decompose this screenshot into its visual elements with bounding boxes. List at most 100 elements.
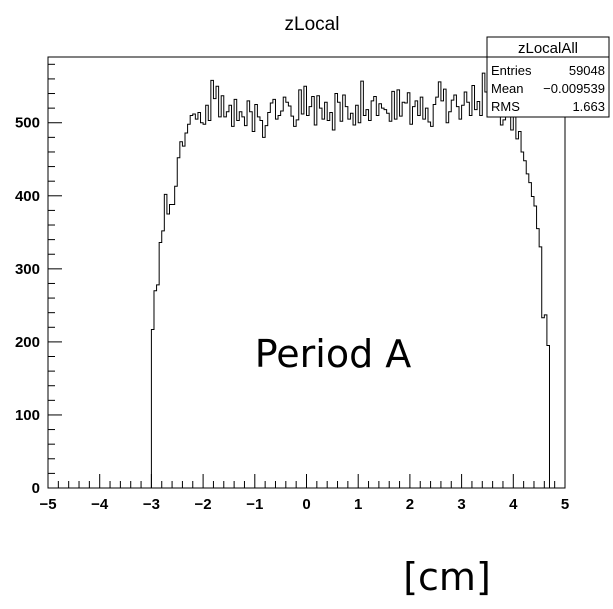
x-tick-label: −1: [246, 496, 263, 513]
histogram-bin: [247, 101, 250, 488]
histogram-bin: [498, 111, 501, 488]
histogram-bin: [495, 88, 498, 488]
histogram-bin: [467, 102, 470, 488]
histogram-bin: [412, 107, 415, 488]
y-axis: 0 100 200 300 400 500: [15, 63, 62, 497]
histogram-bin: [286, 102, 289, 488]
histogram-bin: [291, 116, 294, 488]
histogram-bin: [294, 126, 297, 488]
histogram-bin: [477, 102, 480, 488]
histogram-bin: [454, 95, 457, 488]
histogram-bin: [485, 92, 488, 488]
histogram-bin: [319, 108, 322, 488]
histogram-bin: [330, 113, 333, 488]
histogram-bin: [278, 115, 281, 488]
histogram-bin: [327, 121, 330, 488]
histogram-bin: [348, 119, 351, 488]
histogram-bin: [513, 113, 516, 488]
histogram-bin: [508, 115, 511, 488]
histogram-bin: [438, 82, 441, 488]
histogram-bin: [177, 158, 180, 488]
histogram-bin: [392, 91, 395, 488]
stats-mean-label: Mean: [491, 81, 524, 96]
histogram-bin: [190, 115, 193, 488]
histogram-bin: [423, 119, 426, 488]
histogram-bin: [524, 161, 527, 488]
histogram-bin: [314, 125, 317, 488]
histogram-bin: [288, 106, 291, 488]
histogram-bin: [188, 124, 191, 488]
x-tick-label: 5: [561, 496, 569, 513]
histogram-bin: [420, 97, 423, 488]
histogram-bin: [358, 123, 361, 488]
histogram-bin: [307, 115, 310, 488]
histogram-series-line: [150, 72, 550, 488]
x-tick-label: −5: [39, 496, 56, 513]
x-tick-label: −4: [91, 496, 109, 513]
histogram-bin: [157, 285, 160, 488]
stats-entries-label: Entries: [491, 63, 532, 78]
histogram-bin: [418, 115, 421, 488]
x-tick-label: −2: [195, 496, 212, 513]
histogram-bin: [446, 123, 449, 488]
histogram-bin: [469, 115, 472, 488]
histogram-bin: [234, 99, 237, 488]
histogram-bin: [301, 114, 304, 488]
histogram-bin: [397, 90, 400, 488]
histogram-bin: [444, 89, 447, 488]
histogram-bin: [410, 124, 413, 488]
histogram-bin: [366, 110, 369, 488]
x-tick-label: 0: [302, 496, 310, 513]
histogram-bin: [376, 115, 379, 488]
stats-mean-value: −0.009539: [543, 81, 605, 96]
histogram-bin: [361, 81, 364, 488]
histogram-bin: [224, 117, 227, 488]
y-tick-label: 500: [15, 115, 40, 132]
stats-box-title: zLocalAll: [518, 40, 578, 57]
histogram-bin: [164, 194, 167, 488]
stats-rms-label: RMS: [491, 99, 520, 114]
x-tick-label: −3: [143, 496, 160, 513]
histogram-bin: [529, 183, 532, 488]
histogram-bin: [503, 120, 506, 488]
histogram-bin: [343, 95, 346, 488]
histogram-bin: [350, 113, 353, 488]
chart-title: zLocal: [285, 14, 340, 35]
histogram-bin: [309, 107, 312, 488]
histogram-bin: [229, 105, 232, 488]
histogram-bins: [151, 73, 549, 488]
y-tick-label: 400: [15, 188, 40, 205]
histogram-bin: [431, 126, 434, 488]
histogram-bin: [428, 122, 431, 488]
histogram-bin: [475, 110, 478, 488]
histogram-bin: [213, 99, 216, 488]
histogram-bin: [167, 214, 170, 488]
histogram-bin: [425, 108, 428, 488]
histogram-bin: [537, 229, 540, 488]
histogram-bin: [182, 146, 185, 488]
histogram-bin: [265, 126, 268, 488]
histogram-bin: [172, 205, 175, 488]
histogram-bin: [441, 101, 444, 488]
histogram-bin: [263, 137, 266, 488]
histogram-bin: [162, 231, 165, 488]
histogram-bin: [345, 107, 348, 488]
histogram-bin: [472, 85, 475, 488]
histogram-bin: [542, 318, 545, 488]
histogram-bin: [506, 94, 509, 488]
histogram-bin: [255, 104, 258, 488]
histogram-bin: [203, 124, 206, 488]
histogram-bin: [490, 107, 493, 488]
histogram-bin: [493, 117, 496, 488]
histogram-bin: [268, 113, 271, 488]
histogram-bin: [521, 152, 524, 488]
histogram-bin: [250, 112, 253, 488]
histogram-bin: [244, 126, 247, 488]
histogram-bin: [237, 121, 240, 488]
stats-entries-value: 59048: [569, 63, 605, 78]
histogram-bin: [405, 103, 408, 488]
x-tick-label: 4: [509, 496, 518, 513]
y-tick-label: 100: [15, 407, 40, 424]
histogram-bin: [325, 102, 328, 488]
